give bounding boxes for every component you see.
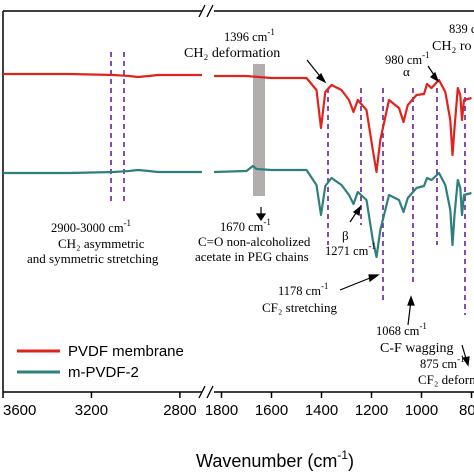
legend-label-pvdf: PVDF membrane (68, 343, 184, 360)
ann-ch2-deformation: CH₂ deformation (184, 46, 280, 61)
ann-ch2-rocking: CH₂ ro (432, 39, 472, 54)
legend-label-mpvdf2: m-PVDF-2 (68, 364, 139, 381)
x-tick-label-1000: 1000 (405, 402, 438, 419)
x-tick-label-1200: 1200 (355, 402, 388, 419)
ann-cf2-stretching: CF₂ stretching (262, 300, 337, 315)
x-tick-label-3600: 3600 (3, 402, 36, 419)
ann-1068-label: 1068 cm-1 (376, 321, 427, 338)
ann-sym-stretching: and symmetric stretching (27, 251, 159, 266)
ann-839-label: 839 c (449, 22, 474, 36)
ann-cf2-deformation: CF₂ deformat (418, 372, 474, 387)
ann-980-label: 980 cm-1 (385, 50, 430, 67)
ann-beta: β (342, 228, 349, 243)
x-tick-label-3200: 3200 (75, 402, 108, 419)
x-axis-ticks: 3600 3200 2800 1800 1600 1400 1200 1000 800 (2, 392, 474, 419)
ann-1670-label: 1670 cm-1 (220, 217, 271, 234)
series-line-pvdf-high (3, 72, 202, 79)
series-line-pvdf-low (214, 74, 472, 174)
series-layer (3, 72, 472, 259)
axis-break-top (198, 4, 214, 18)
ann-cf-wagging: C-F wagging (380, 341, 454, 356)
ann-875-label: 875 cm-1 (420, 354, 465, 371)
ann-co-line2: acetate in PEG chains (195, 249, 309, 264)
x-tick-label-1600: 1600 (255, 402, 288, 419)
x-tick-label-800: 800 (459, 402, 474, 419)
x-tick-label-1400: 1400 (305, 402, 338, 419)
ann-ch2-asym: CH₂ asymmetric (58, 236, 145, 251)
peg-carbonyl-band (253, 64, 265, 196)
ann-1271-label: 1271 cm-1 (325, 241, 376, 258)
series-line-mpvdf2-high (3, 168, 202, 175)
annotation-arrows (255, 59, 470, 367)
axis-break-bottom (198, 385, 214, 399)
ann-2900-3000-label: 2900-3000 cm-1 (51, 218, 131, 235)
ann-1178-label: 1178 cm-1 (278, 281, 328, 298)
x-tick-label-1800: 1800 (205, 402, 238, 419)
series-line-mpvdf2-low (213, 164, 472, 259)
peak-markers (110, 52, 466, 315)
ann-1396-label: 1396 cm-1 (224, 27, 275, 44)
ann-alpha: α (403, 64, 410, 79)
x-tick-label-2800: 2800 (163, 402, 196, 419)
annotations: 1396 cm-1 CH₂ deformation 839 c CH₂ ro 9… (27, 22, 474, 387)
ann-co-line1: C=O non-alcoholized (198, 234, 311, 249)
x-axis-title: Wavenumber (cm-1) (196, 448, 354, 471)
legend: PVDF membrane m-PVDF-2 (17, 343, 184, 381)
